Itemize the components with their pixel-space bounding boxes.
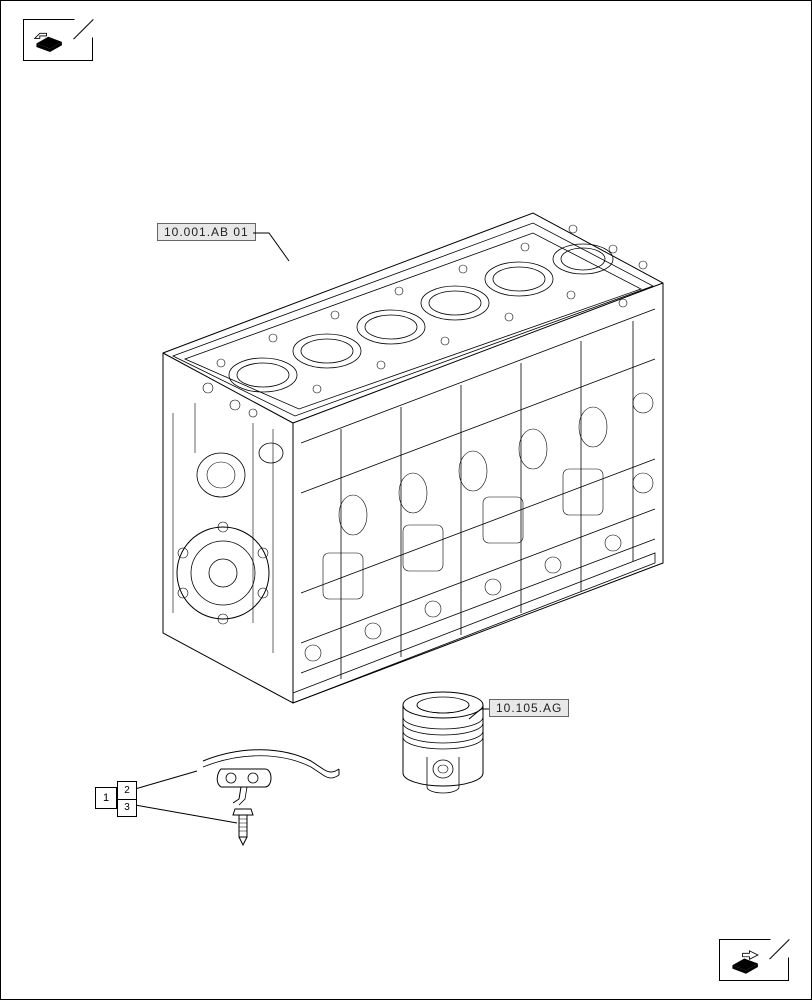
callout-item: 2 — [118, 782, 136, 799]
callout-item: 3 — [118, 799, 136, 817]
callout-main-value: 1 — [103, 792, 109, 804]
leader-lines — [1, 1, 812, 1000]
callout-items: 2 3 — [117, 781, 137, 817]
page: 10.001.AB 01 10.105.AG 1 2 3 — [0, 0, 812, 1000]
callout-main: 1 — [95, 787, 117, 809]
